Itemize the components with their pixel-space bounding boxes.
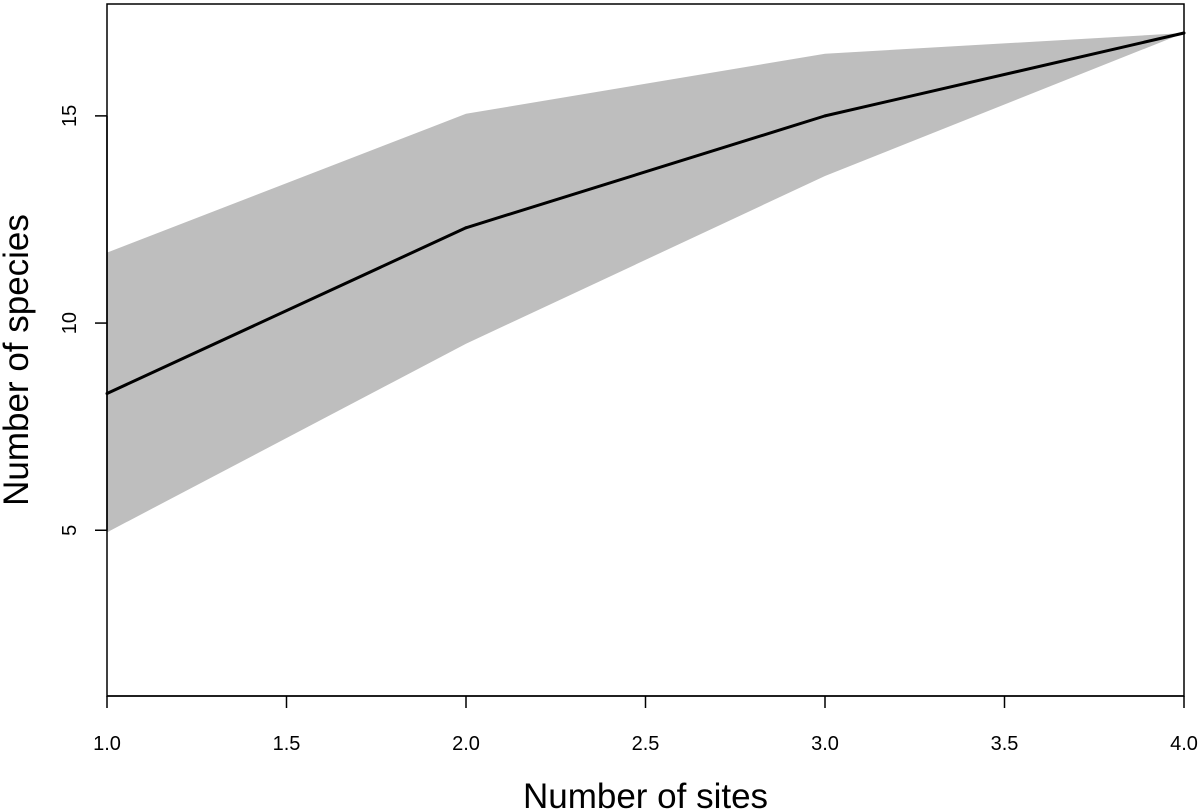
x-tick-label: 1.5 [273, 733, 301, 755]
y-tick-label: 5 [59, 525, 81, 536]
data-point [823, 114, 827, 118]
x-tick-label: 4.0 [1170, 733, 1198, 755]
data-point [464, 226, 468, 230]
x-axis-title: Number of sites [523, 777, 768, 812]
mean-richness-line [106, 31, 1185, 395]
x-tick-label: 2.0 [452, 733, 480, 755]
x-tick-label: 3.0 [811, 733, 839, 755]
y-tick-label: 10 [59, 312, 81, 334]
confidence-band [107, 33, 1184, 533]
x-tick-label: 2.5 [632, 733, 660, 755]
x-tick-label: 3.5 [991, 733, 1019, 755]
confidence-band-layer [107, 33, 1184, 533]
y-axis-title: Number of species [0, 214, 36, 506]
x-axis: 1.0 1.5 2.0 2.5 3.0 3.5 4.0 [93, 695, 1198, 755]
y-axis: 5 10 15 [59, 105, 108, 536]
y-tick-label: 15 [59, 105, 81, 127]
x-tick-label: 1.0 [93, 733, 121, 755]
